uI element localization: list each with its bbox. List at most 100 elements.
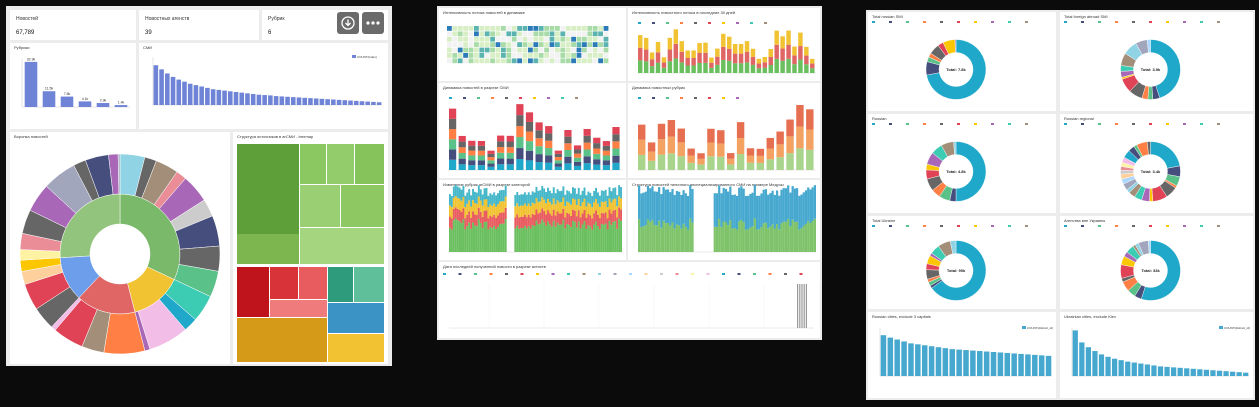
heatmap-cell (544, 53, 549, 58)
heatmap-cell (479, 42, 485, 47)
bar-segment (718, 185, 721, 219)
bar (1085, 347, 1092, 376)
heatmap-cell (479, 26, 485, 31)
bar (1164, 366, 1170, 376)
chart-title: СМИ (143, 45, 153, 50)
bar-segment (541, 208, 544, 220)
bar-segment (733, 228, 736, 252)
more-button[interactable] (362, 12, 384, 34)
legend-swatch (352, 55, 356, 58)
legend (1064, 21, 1220, 23)
heatmap-cell (592, 58, 598, 64)
legend-swatch (923, 21, 926, 23)
bar-segment (504, 185, 507, 197)
bar-segment (736, 122, 745, 139)
bar-segment (548, 213, 551, 225)
bar-segment (464, 218, 467, 230)
bar-segment (475, 226, 478, 252)
bar-segment (539, 212, 542, 224)
heatmap-cell (571, 53, 576, 58)
bar-segment (684, 193, 687, 227)
bar-segment (595, 199, 598, 211)
treemap-block (270, 300, 327, 317)
legend-swatch (784, 273, 787, 275)
download-button[interactable] (337, 12, 359, 34)
donut-slice (931, 240, 987, 301)
bar-segment (554, 160, 562, 164)
legend (638, 22, 767, 24)
bar (1157, 366, 1164, 376)
bar (1118, 360, 1124, 376)
bar-segment (593, 153, 601, 160)
bar-segment (525, 141, 534, 151)
bar-segment (564, 143, 572, 150)
heatmap-cell (538, 31, 544, 37)
bar-segment (671, 222, 674, 252)
bar-segment (581, 213, 584, 225)
bar-segment (793, 222, 796, 252)
legend (443, 273, 803, 275)
bar-segment (550, 193, 553, 205)
heatmap-cell (565, 58, 571, 64)
heatmap-cell (582, 47, 587, 53)
bar-segment (529, 206, 532, 218)
chart-title: Russian regional (1064, 116, 1094, 121)
heatmap-cell (484, 47, 490, 53)
bar-segment (657, 139, 666, 155)
legend-swatch (768, 273, 772, 275)
bar-segment (677, 156, 685, 170)
heatmap-cell (582, 42, 587, 47)
bar-segment (562, 186, 565, 198)
bar-segment (647, 142, 656, 152)
bar-segment (479, 200, 482, 212)
legend-swatch (551, 273, 555, 275)
bar (997, 352, 1004, 376)
bar-segment (679, 51, 684, 63)
bar (949, 349, 955, 376)
bar-segment (669, 225, 672, 252)
legend-swatch (1132, 225, 1135, 227)
legend-swatch (519, 97, 522, 99)
legend-swatch (940, 21, 943, 23)
heatmap-cell (598, 47, 603, 53)
bar-segment (602, 145, 610, 151)
bar-segment (756, 68, 762, 73)
bar-data-label: 7.6k (64, 92, 71, 96)
bar-segment (756, 58, 762, 64)
bar-segment (468, 150, 476, 156)
bar-segment (738, 221, 741, 252)
bar-segment (516, 148, 524, 160)
bar-segment (606, 229, 609, 252)
more-horizontal-icon (366, 21, 380, 25)
bar-segment (577, 199, 580, 211)
bar-segment (786, 119, 794, 137)
smi-chart-card: СМИ COUNT(index) (139, 43, 388, 129)
legend-swatch (1166, 123, 1169, 125)
legend-swatch (736, 22, 739, 24)
bar (222, 90, 227, 105)
bar-segment (689, 218, 692, 252)
bar-segment (604, 223, 607, 252)
bar-segment (620, 220, 622, 252)
bar-segment (602, 141, 610, 146)
bar-segment (516, 137, 524, 149)
legend-swatch (629, 273, 632, 275)
bar-segment (525, 205, 528, 218)
legend-swatch (1132, 123, 1135, 125)
bar-segment (531, 202, 534, 214)
bar-segment (545, 140, 553, 149)
bar-segment (697, 153, 705, 159)
bar-segment (667, 120, 676, 137)
bar-segment (608, 220, 611, 252)
bar-segment (807, 221, 810, 252)
bar-segment (778, 195, 781, 230)
bar-segment (678, 191, 681, 226)
bar (908, 343, 914, 376)
bar-segment (643, 49, 649, 62)
bar-segment (545, 214, 548, 226)
heatmap-cell (560, 58, 566, 64)
rubrics-chart-card: Рубрики 32.9k 11.5k 7.6k 4.1k 2.9k 1.4k (10, 43, 136, 129)
bar-segment (554, 153, 562, 158)
legend (1064, 123, 1220, 125)
bar-segment (687, 155, 695, 163)
